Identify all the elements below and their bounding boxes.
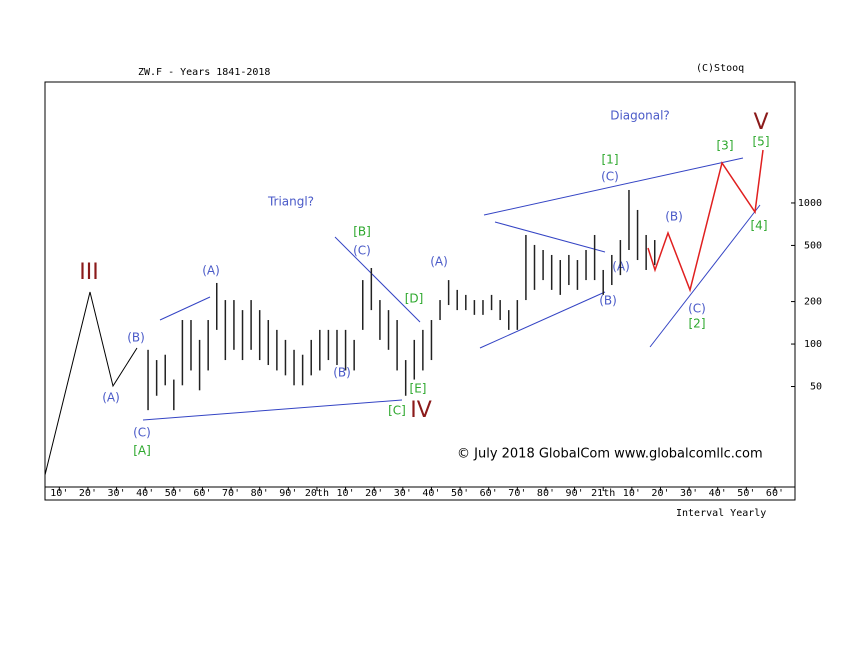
wave-line xyxy=(44,291,138,476)
wave-label: [2] xyxy=(689,317,706,331)
x-tick-label: 90' xyxy=(566,488,584,499)
plot-frame xyxy=(44,81,796,501)
trend-line xyxy=(159,296,211,321)
y-tick-label: 100 xyxy=(804,339,822,350)
wave-label: (B) xyxy=(333,366,351,380)
x-tick-label: 60' xyxy=(193,488,211,499)
x-tick-label: 10' xyxy=(50,488,68,499)
copyright: © July 2018 GlobalCom www.globalcomllc.c… xyxy=(457,447,763,462)
wave-label: (C) xyxy=(133,426,151,440)
wave-label: (B) xyxy=(127,331,145,345)
x-tick-label: 50' xyxy=(451,488,469,499)
trend-line xyxy=(649,204,761,348)
wave-label: (B) xyxy=(599,294,617,308)
x-tick-label: 40' xyxy=(709,488,727,499)
x-tick-label: 40' xyxy=(136,488,154,499)
x-tick-label: 50' xyxy=(737,488,755,499)
wave-label: (A) xyxy=(202,264,220,278)
x-tick-label: 30' xyxy=(680,488,698,499)
wave-label: [A] xyxy=(133,444,151,458)
x-tick-label: 80' xyxy=(251,488,269,499)
x-tick-label: 40' xyxy=(422,488,440,499)
x-tick-label: 20th xyxy=(305,488,329,499)
interval: Interval Yearly xyxy=(676,508,766,519)
wave-label: [4] xyxy=(751,219,768,233)
wave-label: (C) xyxy=(601,170,619,184)
wave-label: (A) xyxy=(430,255,448,269)
wave-label: [B] xyxy=(353,225,371,239)
x-tick-label: 21th xyxy=(591,488,615,499)
y-tick-label: 500 xyxy=(804,240,822,251)
y-tick-label: 1000 xyxy=(798,198,822,209)
x-tick-label: 50' xyxy=(165,488,183,499)
wave-label: [1] xyxy=(602,153,619,167)
x-tick-label: 20' xyxy=(651,488,669,499)
x-tick-label: 30' xyxy=(108,488,126,499)
wave-label: IV xyxy=(410,398,432,423)
wave-label: [5] xyxy=(753,135,770,149)
wave-label: [D] xyxy=(405,292,424,306)
x-tick-label: 90' xyxy=(279,488,297,499)
wave-label: V xyxy=(753,110,768,135)
x-tick-label: 70' xyxy=(508,488,526,499)
y-tick-label: 200 xyxy=(804,297,822,308)
trend-line xyxy=(334,236,421,323)
trend-line xyxy=(142,399,403,421)
x-tick-label: 20' xyxy=(79,488,97,499)
x-tick-label: 60' xyxy=(766,488,784,499)
x-tick-label: 20' xyxy=(365,488,383,499)
wave-label: (B) xyxy=(665,210,683,224)
wave-label: III xyxy=(79,260,98,285)
x-tick-label: 10' xyxy=(337,488,355,499)
trend-line xyxy=(494,221,606,253)
source: (C)Stooq xyxy=(696,63,744,74)
wave-label: (C) xyxy=(688,302,706,316)
wave-label: [E] xyxy=(410,382,427,396)
wave-label: (C) xyxy=(353,244,371,258)
chart-title: ZW.F - Years 1841-2018 xyxy=(138,67,270,78)
wave-label: [3] xyxy=(717,139,734,153)
y-tick-label: 50 xyxy=(810,382,822,393)
wave-label: (A) xyxy=(102,391,120,405)
x-tick-label: 30' xyxy=(394,488,412,499)
trend-line xyxy=(479,291,606,349)
trend-line xyxy=(483,157,744,216)
x-tick-label: 80' xyxy=(537,488,555,499)
x-tick-label: 10' xyxy=(623,488,641,499)
x-tick-label: 70' xyxy=(222,488,240,499)
pattern-label: Triangl? xyxy=(267,195,314,209)
x-tick-label: 60' xyxy=(480,488,498,499)
pattern-label: Diagonal? xyxy=(610,109,670,123)
wave-label: [C] xyxy=(388,404,406,418)
projection-line xyxy=(647,149,764,293)
